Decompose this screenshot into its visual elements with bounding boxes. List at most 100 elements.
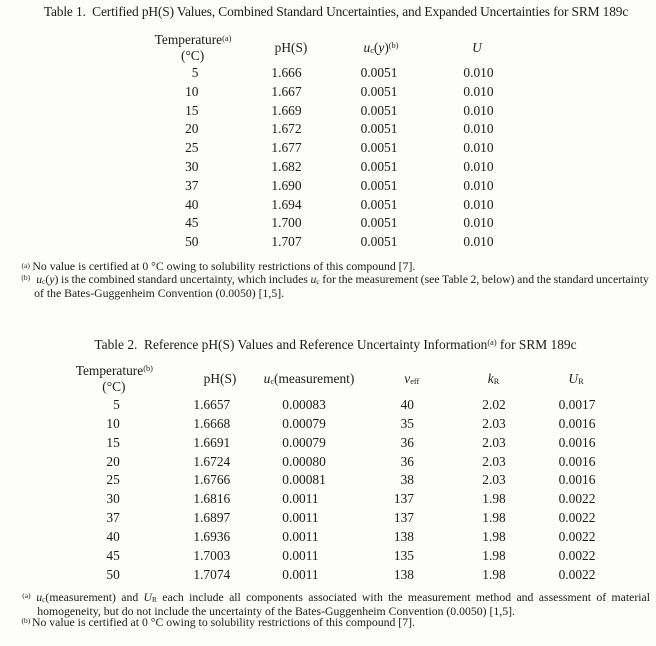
table-cell: 1.672	[271, 121, 302, 137]
table-cell: 0.010	[463, 158, 494, 174]
table-row: 15 1.669 0.0051 0.010	[0, 102, 656, 118]
table2-footnote-a-line2: homogeneity, but do not include the unce…	[37, 604, 515, 618]
table-cell: 2.03	[482, 416, 506, 431]
table1-footnote-b-marker: (b)	[21, 273, 31, 283]
table-cell: 137	[393, 491, 414, 507]
table-cell: 0.0016	[558, 434, 596, 450]
table-row: 20 1.6724 0.00080 36 2.03 0.0016	[0, 453, 656, 469]
table-cell: 10	[185, 83, 199, 99]
table-cell: 138	[393, 566, 414, 582]
table-cell: 15	[106, 434, 120, 450]
table-cell: 1.6691	[193, 434, 231, 450]
table-row: 50 1.7074 0.0011 138 1.98 0.0022	[0, 566, 656, 582]
table2-header-ur: UR	[568, 370, 584, 386]
table-cell: 0.0051	[360, 121, 398, 137]
table-row: 25 1.677 0.0051 0.010	[0, 141, 656, 155]
table1-header-uc: uc(y)(b)	[363, 39, 399, 56]
table-cell: 50	[185, 234, 199, 250]
table-cell: 1.7074	[193, 566, 231, 582]
table-cell: 0.010	[463, 215, 494, 231]
table2-header-temperature: Temperature(b)	[75, 362, 153, 378]
table-cell: 5	[191, 65, 199, 81]
table-cell: 1.677	[271, 140, 302, 156]
table-row: 5 1.6657 0.00083 40 2.02 0.0017	[0, 398, 656, 412]
table-cell: 0.010	[463, 177, 494, 193]
table-cell: 40	[400, 397, 414, 413]
table-cell: 0.0011	[282, 566, 319, 582]
table-cell: 2.03	[482, 453, 506, 469]
table-row: 10 1.6668 0.00079 35 2.03 0.0016	[0, 417, 656, 431]
table1-footnote-b-line1: uc(y) is the combined standard uncertain…	[36, 272, 649, 286]
table2-footnote-b-text: No value is certified at 0 °C owing to s…	[32, 615, 415, 629]
table-row: 50 1.707 0.0051 0.010	[0, 235, 656, 249]
table-cell: 1.6816	[193, 491, 231, 507]
table-row: 37 1.6897 0.0011 137 1.98 0.0022	[0, 511, 656, 525]
table-cell: 135	[393, 547, 414, 563]
table-cell: 0.010	[463, 121, 494, 137]
table-cell: 15	[185, 102, 199, 118]
table-cell: 30	[185, 158, 199, 174]
table-cell: 1.6936	[193, 528, 231, 544]
table-cell: 0.0011	[282, 547, 319, 563]
table-cell: 25	[106, 472, 120, 488]
table2-header-veff: veff	[404, 370, 420, 386]
table-cell: 2.03	[482, 472, 506, 488]
table-cell: 35	[400, 416, 414, 431]
table1-footnote-a-marker: (a)	[21, 260, 30, 270]
table-cell: 1.700	[271, 215, 302, 231]
table-cell: 1.6897	[193, 510, 231, 526]
table-row: 40 1.6936 0.0011 138 1.98 0.0022	[0, 528, 656, 544]
table-cell: 1.98	[482, 528, 506, 544]
table-cell: 0.0022	[558, 510, 596, 526]
table-cell: 2.02	[482, 397, 506, 413]
table-cell: 45	[185, 215, 199, 231]
table-cell: 1.6766	[193, 472, 231, 488]
table-row: 45 1.7003 0.0011 135 1.98 0.0022	[0, 547, 656, 563]
table-cell: 0.00079	[282, 434, 326, 450]
table-row: 15 1.6691 0.00079 36 2.03 0.0016	[0, 434, 656, 450]
table1-header-u: U	[472, 39, 482, 55]
table-cell: 45	[106, 547, 120, 563]
table-cell: 0.0011	[282, 528, 319, 544]
table1-header-temperature: Temperature(a)	[154, 32, 232, 48]
table-cell: 0.0022	[558, 528, 596, 544]
table-cell: 1.682	[271, 158, 302, 174]
table-cell: 0.0011	[282, 491, 319, 507]
table-cell: 36	[400, 434, 414, 450]
table-row: 45 1.700 0.0051 0.010	[0, 216, 656, 230]
table-cell: 0.00079	[282, 416, 326, 431]
table-cell: 1.98	[482, 491, 506, 507]
table-cell: 36	[400, 453, 414, 469]
table-cell: 38	[400, 472, 414, 488]
table-cell: 0.0051	[360, 234, 398, 250]
table1-title: Table 1. Certified pH(S) Values, Combine…	[43, 3, 629, 19]
table-cell: 0.0051	[360, 215, 398, 231]
table1-header-temperature-unit: (°C)	[180, 47, 205, 63]
table-cell: 0.00083	[282, 397, 326, 413]
table2-header-uc: uc(measurement)	[263, 370, 355, 386]
table-cell: 25	[185, 140, 199, 156]
table2-header-temperature-unit: (°C)	[102, 378, 126, 394]
table-cell: 0.010	[463, 65, 494, 81]
table-cell: 138	[393, 528, 414, 544]
table-cell: 1.7003	[193, 547, 231, 563]
table-cell: 137	[393, 510, 414, 526]
table-cell: 1.6657	[193, 397, 231, 413]
table-row: 37 1.690 0.0051 0.010	[0, 177, 656, 193]
table1-header-ph: pH(S)	[274, 39, 308, 55]
table-cell: 0.0016	[558, 416, 596, 431]
table-cell: 0.0051	[360, 83, 398, 99]
table-row: 30 1.6816 0.0011 137 1.98 0.0022	[0, 492, 656, 506]
table2-title: Table 2. Reference pH(S) Values and Refe…	[94, 336, 577, 352]
table-cell: 20	[185, 121, 199, 137]
table1-footnote-a-text: No value is certified at 0 °C owing to s…	[32, 259, 416, 273]
table-row: 30 1.682 0.0051 0.010	[0, 160, 656, 174]
table-cell: 0.0016	[558, 453, 596, 469]
table-row: 20 1.672 0.0051 0.010	[0, 122, 656, 136]
table-cell: 0.0022	[558, 566, 596, 582]
table-cell: 1.694	[271, 196, 302, 212]
table-cell: 50	[106, 566, 120, 582]
table-row: 5 1.666 0.0051 0.010	[0, 66, 656, 80]
table-cell: 0.0051	[360, 65, 398, 81]
